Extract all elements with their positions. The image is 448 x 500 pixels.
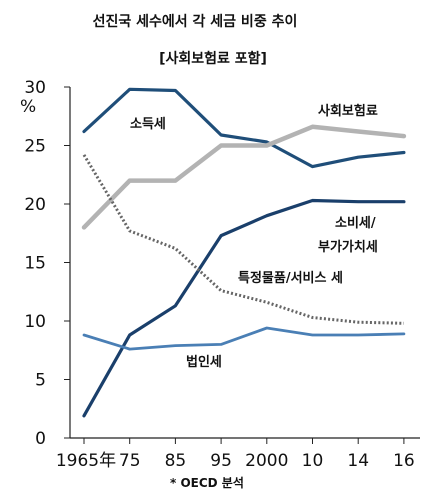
y-ticks: 0 5 10 15 20 25 30 <box>24 78 70 449</box>
y-tick-label: 30 <box>24 78 46 98</box>
series-label-consumption-tax-1: 소비세/ <box>335 216 376 231</box>
y-tick-label: 25 <box>24 137 46 157</box>
x-tick-label: 1965年 <box>56 451 116 471</box>
series-label-social-insurance: 사회보험료 <box>318 103 378 119</box>
x-tick-label: 14 <box>347 451 369 471</box>
y-unit-label: % <box>20 97 36 117</box>
y-tick-label: 5 <box>35 371 46 391</box>
series-line-4 <box>82 326 406 351</box>
series-label-excise-tax: 특정물품/서비스 세 <box>238 270 343 286</box>
x-tick-label: 2000 <box>245 451 288 471</box>
x-ticks: 1965年 75 85 95 2000 10 14 16 <box>56 438 415 471</box>
series-label-income-tax: 소득세 <box>130 117 166 132</box>
x-tick-label: 16 <box>393 451 415 471</box>
x-tick-label: 10 <box>302 451 324 471</box>
x-tick-label: 95 <box>210 451 232 471</box>
series-label-corporate-tax: 법인세 <box>186 354 222 370</box>
y-tick-label: 15 <box>24 254 46 274</box>
x-tick-label: 85 <box>165 451 187 471</box>
series-line-3 <box>82 154 404 325</box>
y-tick-label: 10 <box>24 312 46 332</box>
series-line-0 <box>82 87 406 169</box>
y-tick-label: 0 <box>35 429 46 449</box>
series-label-consumption-tax-2: 부가가치세 <box>318 239 378 255</box>
x-tick-label: 75 <box>119 451 141 471</box>
series-lines <box>81 87 407 418</box>
chart-subtitle: [사회보험료 포함] <box>159 50 267 67</box>
chart-title: 선진국 세수에서 각 세금 비중 추이 <box>93 13 298 30</box>
series-line-2 <box>82 198 406 418</box>
series-labels: 소득세 사회보험료 소비세/ 부가가치세 특정물품/서비스 세 법인세 <box>130 103 378 370</box>
series-line-1 <box>81 124 407 230</box>
y-tick-label: 20 <box>24 195 46 215</box>
source-note: * OECD 분석 <box>170 476 244 490</box>
